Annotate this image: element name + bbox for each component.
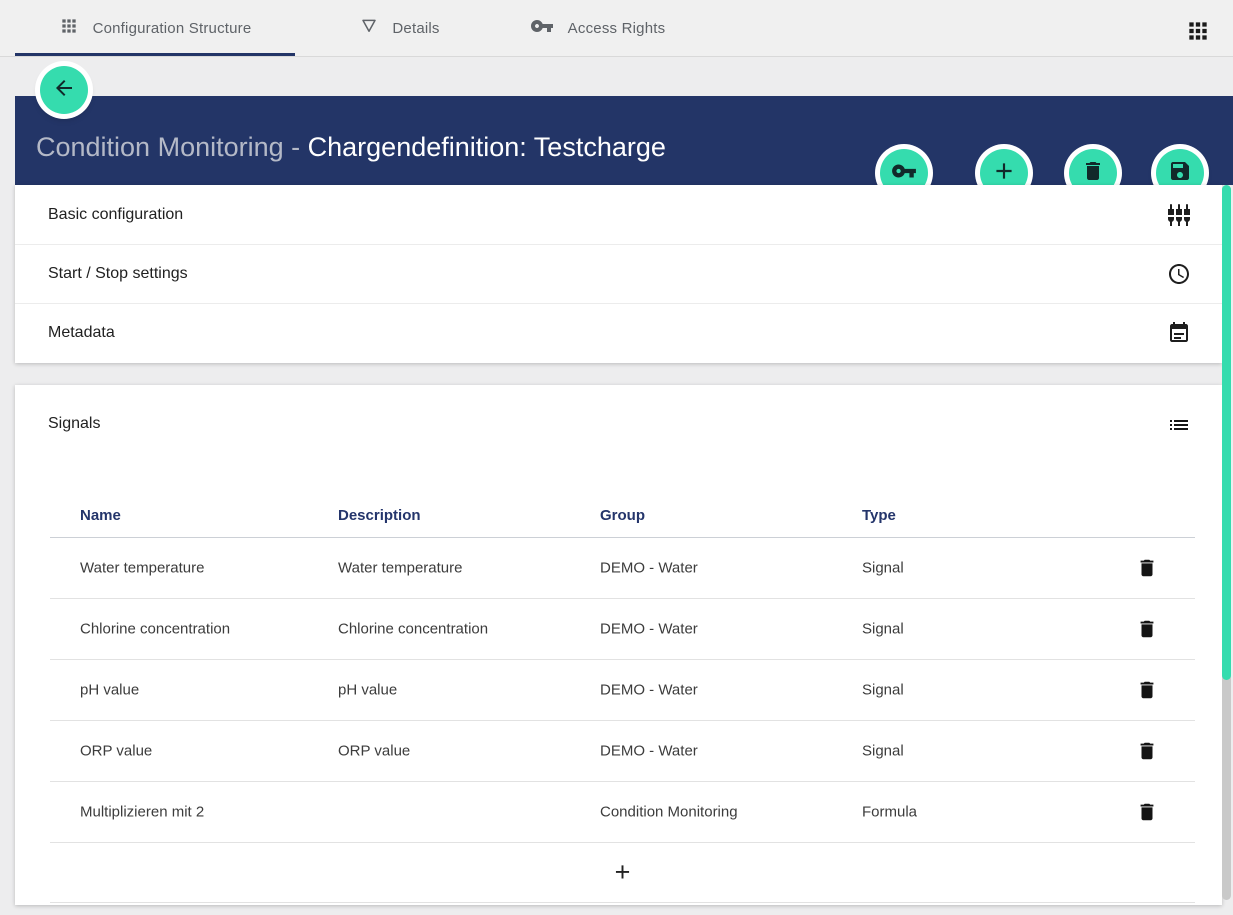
key-icon [891, 158, 917, 189]
table-row[interactable]: Multiplizieren mit 2 Condition Monitorin… [50, 782, 1195, 843]
delete-row-icon[interactable] [1136, 740, 1158, 762]
scrollbar-track[interactable] [1222, 185, 1231, 900]
signals-table: Name Description Group Type Water temper… [50, 505, 1195, 903]
app-screen: Configuration Structure Details Access R… [0, 0, 1233, 915]
cell-description: ORP value [338, 743, 410, 760]
tab-label: Configuration Structure [93, 20, 252, 37]
back-button[interactable] [40, 66, 88, 114]
table-row[interactable]: Water temperature Water temperature DEMO… [50, 538, 1195, 599]
tab-label: Details [392, 20, 439, 37]
tab-configuration-structure[interactable]: Configuration Structure [15, 0, 295, 56]
table-row[interactable]: Chlorine concentration Chlorine concentr… [50, 599, 1195, 660]
cell-name: ORP value [80, 743, 152, 760]
page-title-prefix: Condition Monitoring - [36, 132, 308, 162]
cell-group: Condition Monitoring [600, 804, 738, 821]
cell-description: Water temperature [338, 560, 463, 577]
delete-row-icon[interactable] [1136, 801, 1158, 823]
cell-type: Signal [862, 682, 904, 699]
section-start-stop-settings[interactable]: Start / Stop settings [15, 244, 1222, 303]
section-label: Basic configuration [48, 206, 183, 224]
funnel-icon [360, 17, 378, 40]
delete-row-icon[interactable] [1136, 618, 1158, 640]
cell-type: Formula [862, 804, 917, 821]
table-row[interactable]: ORP value ORP value DEMO - Water Signal [50, 721, 1195, 782]
cell-name: pH value [80, 682, 139, 699]
cell-type: Signal [862, 743, 904, 760]
save-icon [1168, 159, 1192, 188]
cell-group: DEMO - Water [600, 560, 698, 577]
trash-icon [1081, 159, 1105, 188]
calendar-icon [1167, 321, 1191, 345]
sliders-icon [1167, 203, 1191, 227]
cell-group: DEMO - Water [600, 743, 698, 760]
cell-description: Chlorine concentration [338, 621, 488, 638]
table-header-row: Name Description Group Type [50, 505, 1195, 538]
cell-name: Water temperature [80, 560, 205, 577]
signals-card: Signals Name Description Group Type Wate… [15, 385, 1222, 905]
grid-icon [59, 16, 79, 41]
cell-group: DEMO - Water [600, 682, 698, 699]
section-label: Metadata [48, 324, 115, 342]
column-header-group: Group [600, 507, 645, 524]
section-metadata[interactable]: Metadata [15, 303, 1222, 362]
arrow-left-icon [52, 76, 76, 105]
cell-group: DEMO - Water [600, 621, 698, 638]
page-header: Condition Monitoring - Chargendefinition… [15, 96, 1233, 185]
top-tab-bar: Configuration Structure Details Access R… [0, 0, 1233, 57]
tab-details[interactable]: Details [340, 0, 460, 56]
scrollbar-thumb[interactable] [1222, 185, 1231, 680]
column-header-name: Name [80, 507, 121, 524]
section-basic-configuration[interactable]: Basic configuration [15, 185, 1222, 244]
delete-row-icon[interactable] [1136, 679, 1158, 701]
settings-accordion: Basic configuration Start / Stop setting… [15, 185, 1222, 363]
cell-name: Multiplizieren mit 2 [80, 804, 204, 821]
cell-description: pH value [338, 682, 397, 699]
table-row[interactable]: pH value pH value DEMO - Water Signal [50, 660, 1195, 721]
clock-icon [1167, 262, 1191, 286]
column-header-type: Type [862, 507, 896, 524]
plus-icon: + [615, 859, 631, 886]
plus-icon [991, 158, 1017, 189]
delete-row-icon[interactable] [1136, 557, 1158, 579]
signals-title: Signals [48, 415, 100, 433]
apps-grid-icon[interactable] [1182, 15, 1214, 47]
page-title: Condition Monitoring - Chargendefinition… [36, 132, 666, 163]
column-header-description: Description [338, 507, 421, 524]
active-tab-indicator [15, 53, 295, 56]
tab-label: Access Rights [568, 20, 666, 37]
add-signal-row[interactable]: + [50, 843, 1195, 903]
tab-access-rights[interactable]: Access Rights [505, 0, 690, 56]
section-label: Start / Stop settings [48, 265, 188, 283]
page-title-emphasis: Chargendefinition: Testcharge [308, 132, 666, 162]
key-icon [530, 14, 554, 43]
list-icon[interactable] [1167, 413, 1191, 437]
cell-name: Chlorine concentration [80, 621, 230, 638]
cell-type: Signal [862, 621, 904, 638]
cell-type: Signal [862, 560, 904, 577]
